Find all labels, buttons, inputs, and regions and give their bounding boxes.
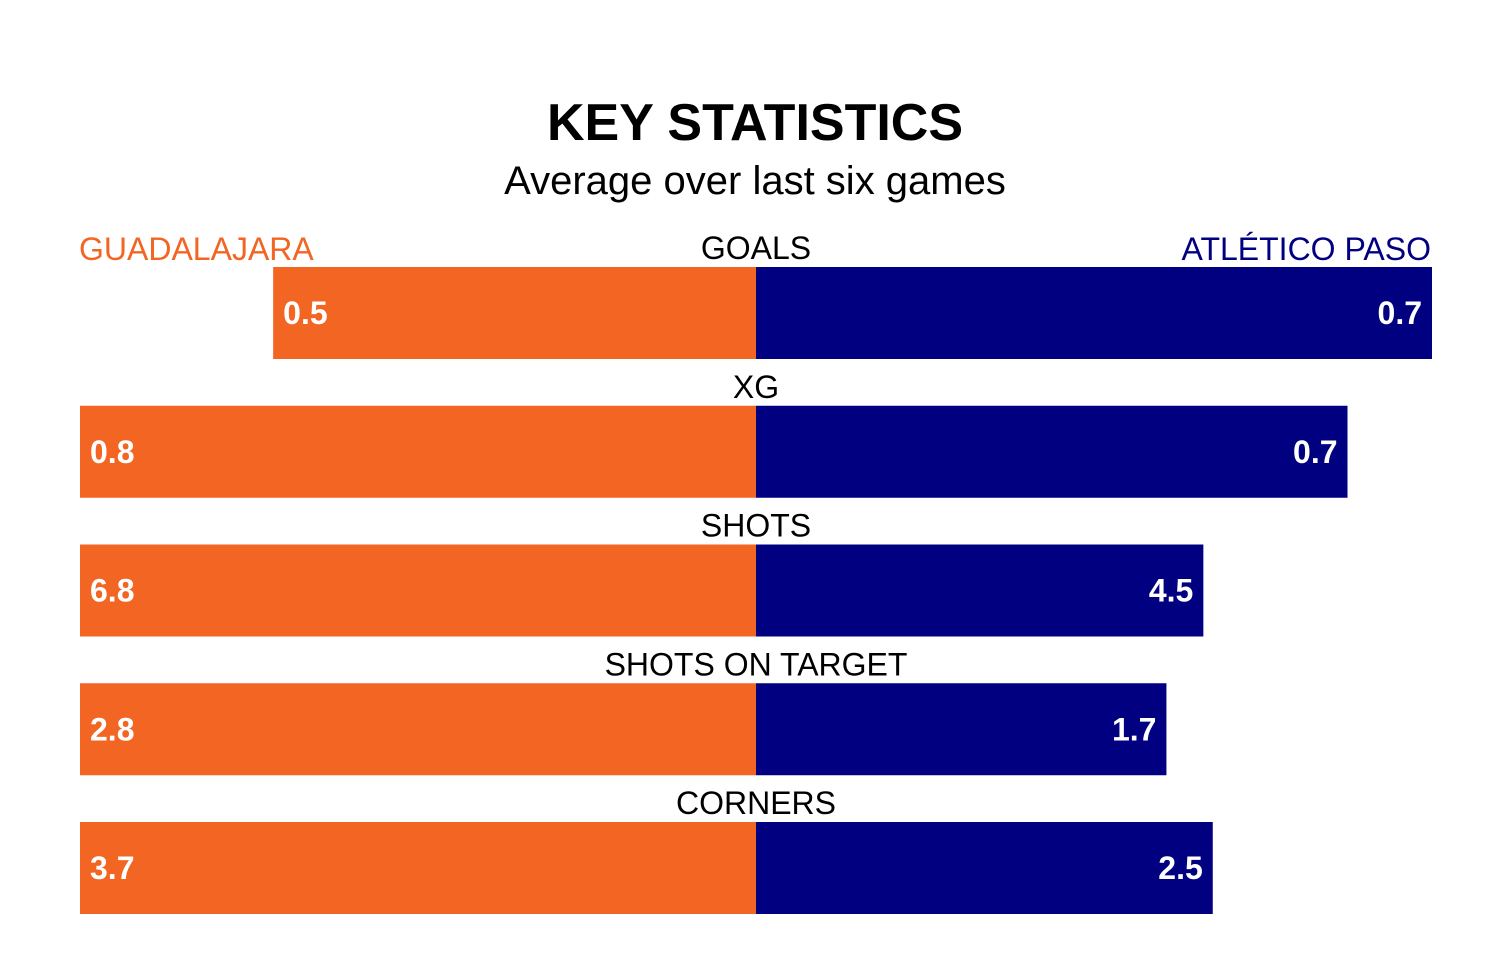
category-label-shots-on-target: SHOTS ON TARGET (605, 646, 908, 682)
value-label-right-shots-on-target: 1.7 (1112, 711, 1156, 747)
chart-title: KEY STATISTICS (547, 94, 963, 152)
bar-right-corners (756, 822, 1213, 914)
value-label-left-goals: 0.5 (283, 295, 327, 331)
category-label-xg: XG (733, 369, 779, 405)
value-label-right-goals: 0.7 (1378, 295, 1422, 331)
bar-right-shots (756, 544, 1204, 637)
value-label-left-corners: 3.7 (90, 850, 134, 886)
chart-subtitle: Average over last six games (504, 159, 1006, 203)
bar-left-shots-on-target (80, 683, 756, 776)
legend-team-left: GUADALAJARA (79, 231, 314, 267)
legend-team-right: ATLÉTICO PASO (1181, 231, 1431, 267)
bar-left-xg (80, 405, 756, 498)
category-label-corners: CORNERS (676, 785, 836, 821)
bar-rows: GOALS 0.5 0.7 XG 0.8 0.7 SHOTS 6.8 4.5 SHOTS ON T… (80, 230, 1432, 914)
bar-left-goals (273, 267, 756, 359)
value-label-left-xg: 0.8 (90, 434, 134, 470)
value-label-right-shots: 4.5 (1149, 573, 1193, 609)
value-label-right-xg: 0.7 (1293, 434, 1337, 470)
category-label-goals: GOALS (701, 230, 811, 266)
bar-left-corners (80, 822, 756, 914)
bar-left-shots (80, 544, 756, 637)
value-label-right-corners: 2.5 (1158, 850, 1202, 886)
bar-right-xg (756, 405, 1348, 498)
bar-right-goals (756, 267, 1432, 359)
category-label-shots: SHOTS (701, 508, 811, 544)
value-label-left-shots-on-target: 2.8 (90, 711, 134, 747)
value-label-left-shots: 6.8 (90, 573, 134, 609)
bar-right-shots-on-target (756, 683, 1167, 776)
